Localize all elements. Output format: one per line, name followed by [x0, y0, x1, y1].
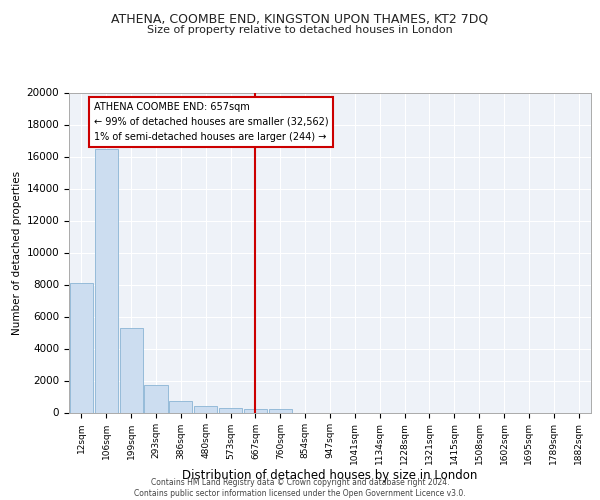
- Bar: [119, 328, 143, 412]
- Bar: [95, 148, 118, 412]
- X-axis label: Distribution of detached houses by size in London: Distribution of detached houses by size …: [182, 468, 478, 481]
- Bar: [194, 406, 217, 412]
- Bar: [145, 384, 167, 412]
- Bar: [70, 283, 93, 412]
- Text: ATHENA COOMBE END: 657sqm
← 99% of detached houses are smaller (32,562)
1% of se: ATHENA COOMBE END: 657sqm ← 99% of detac…: [94, 102, 328, 142]
- Y-axis label: Number of detached properties: Number of detached properties: [13, 170, 22, 334]
- Text: Contains HM Land Registry data © Crown copyright and database right 2024.
Contai: Contains HM Land Registry data © Crown c…: [134, 478, 466, 498]
- Bar: [169, 402, 193, 412]
- Bar: [269, 410, 292, 412]
- Bar: [219, 408, 242, 412]
- Text: Size of property relative to detached houses in London: Size of property relative to detached ho…: [147, 25, 453, 35]
- Bar: [244, 410, 267, 412]
- Text: ATHENA, COOMBE END, KINGSTON UPON THAMES, KT2 7DQ: ATHENA, COOMBE END, KINGSTON UPON THAMES…: [112, 12, 488, 26]
